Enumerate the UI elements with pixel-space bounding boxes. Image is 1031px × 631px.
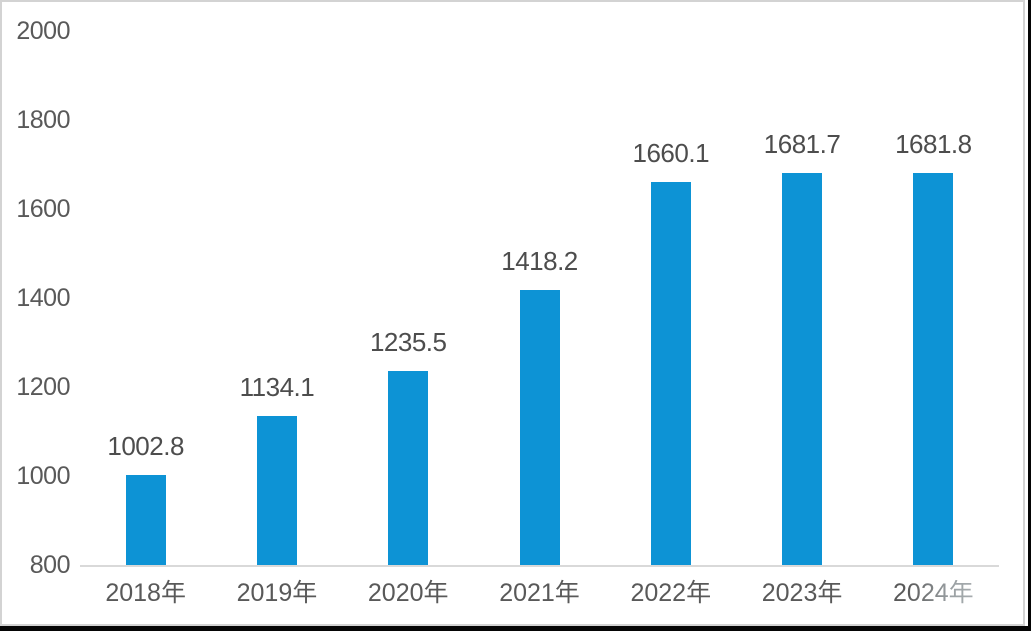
bar-2022年	[650, 182, 691, 565]
right-black-edge	[1028, 0, 1031, 631]
y-tick-label: 1000	[16, 462, 70, 490]
bar-value-label: 1681.7	[763, 128, 841, 159]
x-category-label: 2018年	[105, 579, 186, 607]
bar-2019年	[256, 416, 297, 565]
y-tick-label: 2000	[16, 17, 70, 45]
bar-2021年	[519, 289, 560, 565]
bottom-black-strip	[0, 626, 1031, 631]
bar-value-label: 1235.5	[369, 327, 447, 358]
y-tick-label: 1800	[16, 106, 70, 134]
x-category-label: 2020年	[367, 579, 449, 607]
x-category-label: 2021年	[499, 579, 580, 607]
x-category-label: 2022年	[630, 579, 712, 607]
bar-2024年	[913, 172, 954, 565]
bar-2023年	[782, 172, 823, 565]
y-tick-label: 800	[29, 551, 71, 579]
bar-value-label: 1134.1	[239, 372, 315, 403]
y-tick-label: 1200	[16, 373, 70, 401]
y-tick-label: 1600	[16, 195, 70, 223]
x-category-label: 2023年	[761, 579, 843, 607]
x-category-label: 2024年	[863, 580, 1003, 607]
x-category-label: 2019年	[236, 579, 318, 607]
bar-value-label: 1681.8	[895, 128, 972, 159]
x-axis-line	[80, 565, 999, 567]
bar-2018年	[125, 474, 166, 565]
y-tick-label: 1400	[16, 284, 70, 312]
bar-value-label: 1660.1	[632, 138, 710, 169]
bar-2020年	[388, 371, 429, 565]
bar-value-label: 1002.8	[107, 430, 184, 461]
bar-value-label: 1418.2	[501, 245, 578, 276]
